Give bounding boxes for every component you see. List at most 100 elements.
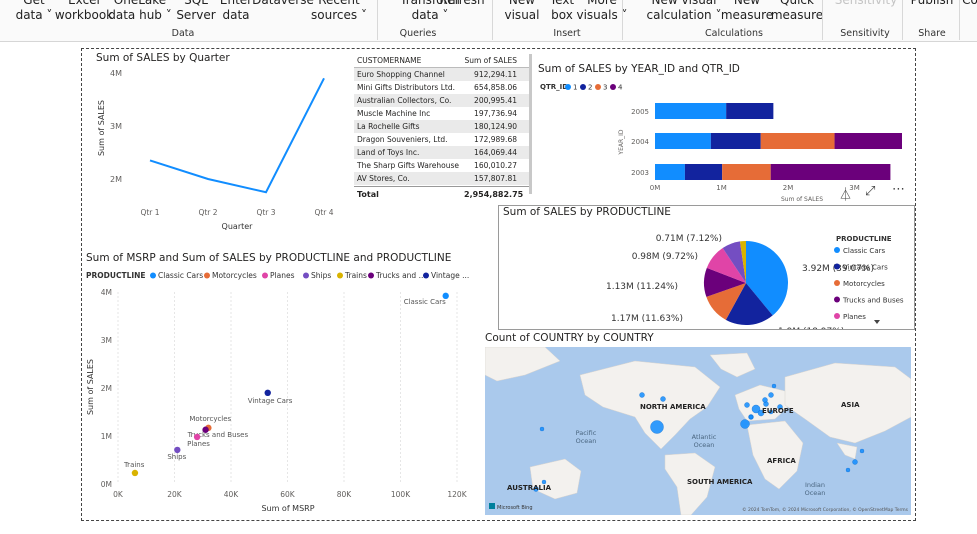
table-row[interactable]: Euro Shopping Channel 912,294.11 (354, 68, 530, 81)
pie-slice[interactable] (739, 241, 746, 283)
pie-legend-item[interactable]: Planes (843, 313, 866, 321)
map-bubble[interactable] (533, 486, 539, 492)
pie-slice[interactable] (746, 241, 788, 316)
table-row[interactable]: Mini Gifts Distributors Ltd. 654,858.06 (354, 81, 530, 94)
map-bubble[interactable] (740, 419, 750, 429)
map-bubble[interactable] (768, 409, 774, 415)
bar-segment[interactable] (655, 164, 685, 180)
scatter-legend-label[interactable]: Classic Cars (158, 271, 203, 280)
map-bubble[interactable] (852, 459, 858, 465)
filter-icon[interactable]: ⏃ (839, 188, 853, 203)
scatter-chart[interactable]: PRODUCTLINE Classic Cars Motorcycles Planes… (82, 267, 482, 517)
table-header-customername[interactable]: CUSTOMERNAME (357, 56, 422, 65)
map-attribution[interactable]: © 2024 TomTom, © 2024 Microsoft Corporat… (742, 506, 909, 513)
scatter-point[interactable] (174, 446, 181, 454)
ribbon-button-4[interactable]: Enter data (196, 0, 276, 23)
ribbon-button-9[interactable]: New visual (482, 0, 562, 23)
ribbon-button-8[interactable]: Refresh (422, 0, 502, 8)
focus-mode-icon[interactable]: ⤢ (865, 184, 876, 199)
ribbon-button-3[interactable]: SQL Server (156, 0, 236, 23)
ribbon-button-1[interactable]: Excel workbook (44, 0, 124, 23)
table-row[interactable]: Australian Collectors, Co. 200,995.41 (354, 94, 530, 107)
ribbon-button-2[interactable]: OneLake data hub ˅ (100, 0, 180, 23)
pie-slice[interactable] (704, 267, 746, 297)
map-bubble[interactable] (762, 397, 768, 403)
map-bubble[interactable] (751, 404, 761, 414)
map-bubble[interactable] (748, 414, 754, 420)
table-row[interactable]: Muscle Machine Inc 197,736.94 (354, 107, 530, 120)
pie-slice[interactable] (722, 241, 746, 283)
scatter-legend-label[interactable]: Vintage ... (431, 271, 469, 280)
scatter-point[interactable] (442, 292, 449, 300)
table-row[interactable]: La Rochelle Gifts 180,124.90 (354, 120, 530, 133)
map-bubble[interactable] (757, 409, 765, 417)
ribbon-button-7[interactable]: Transform data ˅ (390, 0, 470, 23)
ribbon-button-11[interactable]: More visuals ˅ (562, 0, 642, 23)
bar-segment[interactable] (655, 133, 711, 149)
map-bubble[interactable] (744, 402, 750, 408)
table-row[interactable]: Land of Toys Inc. 164,069.44 (354, 146, 530, 159)
ribbon-button-15[interactable]: Sensitivity (826, 0, 906, 8)
scatter-legend-label[interactable]: Planes (270, 271, 295, 280)
table-scrollbar[interactable] (529, 54, 532, 194)
pie-legend-item[interactable]: Classic Cars (843, 247, 885, 255)
bar-segment[interactable] (722, 164, 771, 180)
line-chart[interactable]: 4M 3M 2M Sum of SALES Qtr 1 Qtr 2 Qtr 3 Qtr 4 Qu… (82, 63, 342, 233)
pie-slice[interactable] (706, 283, 746, 320)
pie-visual-frame[interactable] (498, 205, 915, 330)
line-ytick: 3M (110, 122, 122, 131)
bar-segment[interactable] (726, 103, 774, 119)
scatter-chart-title: Sum of MSRP and Sum of SALES by PRODUCTL… (86, 252, 452, 264)
ribbon-button-17[interactable]: Co (930, 0, 977, 8)
pie-slice[interactable] (725, 283, 773, 325)
pie-legend-item[interactable]: Motorcycles (843, 280, 885, 288)
map-bubble[interactable] (539, 426, 545, 432)
bar-segment[interactable] (710, 133, 761, 149)
scatter-legend-label[interactable]: Motorcycles (212, 271, 257, 280)
map-bubble[interactable] (650, 420, 664, 434)
scatter-legend-label[interactable]: Ships (311, 271, 331, 280)
map-bubble[interactable] (639, 392, 645, 398)
ribbon-button-12[interactable]: New visual calculation ˅ (644, 0, 724, 23)
map-bubble[interactable] (777, 404, 783, 410)
scatter-legend-label[interactable]: Trucks and ... (375, 271, 426, 280)
bar-segment[interactable] (684, 164, 723, 180)
bar-segment[interactable] (760, 133, 835, 149)
scatter-point[interactable] (131, 469, 139, 477)
pie-slice[interactable] (706, 248, 746, 283)
scatter-point[interactable] (202, 426, 209, 433)
ribbon-button-14[interactable]: Quick measure (757, 0, 837, 23)
line-series[interactable] (149, 77, 325, 194)
ribbon-button-0[interactable]: Get data ˅ (0, 0, 74, 23)
bar-segment[interactable] (834, 133, 902, 149)
ribbon-button-5[interactable]: Dataverse (243, 0, 323, 8)
bar-segment[interactable] (655, 103, 727, 119)
table-header-sales[interactable]: Sum of SALES (464, 56, 517, 65)
table-row[interactable]: The Sharp Gifts Warehouse 160,010.27 (354, 159, 530, 172)
ribbon-button-6[interactable]: Recent sources ˅ (299, 0, 379, 23)
pie-legend-item[interactable]: Trucks and Buses (842, 297, 904, 305)
ribbon-button-16[interactable]: Publish (892, 0, 972, 8)
table-row[interactable]: Dragon Souveniers, Ltd. 172,989.68 (354, 133, 530, 146)
pie-legend-item[interactable]: Vintage Cars (843, 264, 888, 272)
map-bubble[interactable] (859, 448, 865, 454)
map-bubble[interactable] (541, 479, 547, 485)
scatter-point[interactable] (264, 389, 271, 396)
more-options-icon[interactable]: ⋯ (892, 182, 905, 197)
scatter-legend-label[interactable]: Trains (344, 271, 367, 280)
ribbon-button-10[interactable]: Text box (522, 0, 602, 23)
bar-segment[interactable] (770, 164, 891, 180)
world-map[interactable]: NORTH AMERICA EUROPE ASIA AFRICA SOUTH AMERI… (485, 347, 911, 515)
chevron-down-icon[interactable] (874, 320, 880, 324)
stacked-bar-chart[interactable]: QTR_ID 1 2 3 4 2005 2004 2003 YEAR_ID 0M 1M 2M 3M Sum… (522, 77, 902, 205)
pie-chart[interactable]: 3.92M (39.07%)1.9M (18.97%)1.17M (11.63%… (500, 217, 914, 329)
table-row[interactable]: AV Stores, Co. 157,807.81 (354, 172, 530, 185)
map-bubble[interactable] (768, 392, 774, 398)
map-bubble[interactable] (660, 396, 666, 402)
map-bubble[interactable] (771, 383, 777, 389)
map-bubble[interactable] (845, 467, 851, 473)
scatter-point[interactable] (193, 433, 201, 441)
table-cell-customer: Land of Toys Inc. (357, 148, 420, 157)
customer-sales-table[interactable]: CUSTOMERNAME Sum of SALES Euro Shopping Ch… (354, 54, 532, 205)
ribbon-button-13[interactable]: New measure (707, 0, 787, 23)
